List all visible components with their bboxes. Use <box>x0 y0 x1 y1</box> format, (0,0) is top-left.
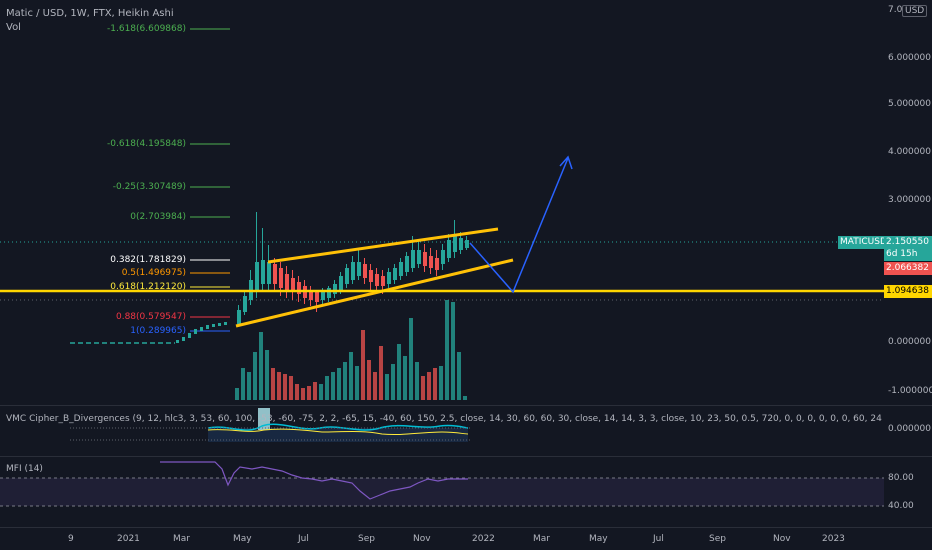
time-axis[interactable]: 9 2021 Mar May Jul Sep Nov 2022 Mar May … <box>0 528 884 550</box>
vmc-axis-label: 0.000000 <box>888 424 931 434</box>
chart-title: Matic / USD, 1W, FTX, Heikin Ashi <box>6 8 174 19</box>
time-label: Mar <box>533 534 550 544</box>
vmc-pane[interactable]: VMC Cipher_B_Divergences (9, 12, hlc3, 3… <box>0 406 884 456</box>
price-pane[interactable]: Matic / USD, 1W, FTX, Heikin Ashi Vol -1… <box>0 0 884 405</box>
price-axis-label: 6.000000 <box>888 53 931 63</box>
price-axis-label: 7.0 <box>888 5 903 15</box>
price-axis-label: 5.000000 <box>888 99 931 109</box>
vmc-axis[interactable]: 0.000000 <box>884 406 932 456</box>
vmc-indicator-label[interactable]: VMC Cipher_B_Divergences (9, 12, hlc3, 3… <box>6 414 882 424</box>
pane-divider[interactable] <box>0 456 932 457</box>
mfi-axis-label: 40.00 <box>888 501 914 511</box>
vmc-svg <box>70 408 470 442</box>
last-price-tag: 2.150550 <box>884 236 932 249</box>
time-label: May <box>233 534 252 544</box>
price-axis-label: 0.000000 <box>888 337 931 347</box>
time-label: Mar <box>173 534 190 544</box>
mfi-axis-label: 80.00 <box>888 473 914 483</box>
time-label: 2022 <box>472 534 495 544</box>
fib-label: 0.5(1.496975) <box>121 268 186 278</box>
fib-label: 0.382(1.781829) <box>110 255 186 265</box>
price-axis-label: 4.000000 <box>888 147 931 157</box>
time-label: Sep <box>709 534 726 544</box>
mfi-svg <box>0 461 884 507</box>
symbol-tag: MATICUSD <box>838 236 887 249</box>
mfi-indicator-label[interactable]: MFI (14) <box>6 464 43 474</box>
time-label: Nov <box>413 534 431 544</box>
time-label: May <box>589 534 608 544</box>
currency-badge[interactable]: USD <box>902 5 928 17</box>
fib-label: 1(0.289965) <box>130 326 186 336</box>
pane-divider <box>0 527 932 528</box>
price-axis[interactable]: 7.0 USD 6.000000 5.000000 4.000000 3.000… <box>884 0 932 405</box>
time-label: Jul <box>653 534 664 544</box>
channel-lower-line[interactable] <box>235 258 514 328</box>
pane-divider[interactable] <box>0 405 932 406</box>
fib-label: 0.618(1.212120) <box>110 282 186 292</box>
arrow-head-icon <box>559 155 573 170</box>
fib-label: 0(2.703984) <box>130 212 186 222</box>
time-label: 2021 <box>117 534 140 544</box>
time-label: Nov <box>773 534 791 544</box>
mfi-pane[interactable]: MFI (14) <box>0 457 884 527</box>
time-label: 2023 <box>822 534 845 544</box>
time-label: Sep <box>358 534 375 544</box>
countdown-tag: 6d 15h <box>884 248 932 261</box>
fib-label: -0.25(3.307489) <box>112 182 186 192</box>
price-axis-label: 3.000000 <box>888 195 931 205</box>
candles <box>176 212 469 343</box>
fib-label: -0.618(4.195848) <box>107 139 186 149</box>
time-label: Jul <box>298 534 309 544</box>
channel-upper-line[interactable] <box>267 227 499 264</box>
volume-label[interactable]: Vol <box>6 22 21 33</box>
price-chart-svg <box>0 28 884 400</box>
fib-label: -1.618(6.609868) <box>107 24 186 34</box>
volume-bars <box>235 300 467 400</box>
fib-label: 0.88(0.579547) <box>115 312 186 322</box>
price-axis-label: -1.000000 <box>888 386 932 396</box>
mfi-axis[interactable]: 80.00 40.00 <box>884 457 932 527</box>
open-price-tag: 2.066382 <box>884 262 932 275</box>
time-label: 9 <box>68 534 74 544</box>
projection-path[interactable] <box>469 157 569 294</box>
support-price-tag: 1.094638 <box>884 285 932 298</box>
